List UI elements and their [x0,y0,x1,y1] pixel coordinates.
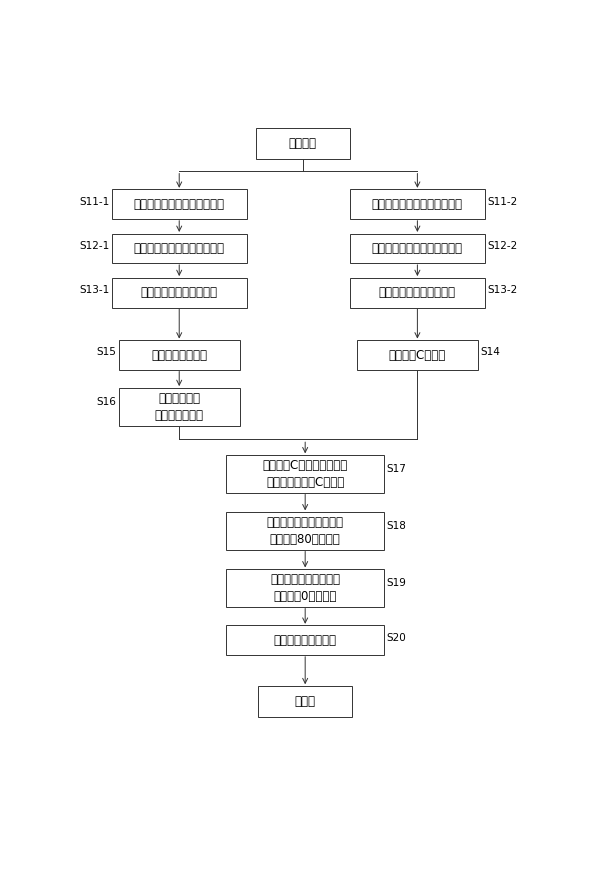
Text: デジタルの画像データに変換: デジタルの画像データに変換 [134,242,225,255]
FancyBboxPatch shape [256,128,350,159]
Text: スタート: スタート [289,137,317,150]
FancyBboxPatch shape [350,190,485,220]
Text: S19: S19 [387,578,407,588]
FancyBboxPatch shape [226,455,384,493]
Text: S12-2: S12-2 [488,241,518,250]
FancyBboxPatch shape [226,569,384,607]
Text: エンド: エンド [295,695,316,708]
Text: アナログの画像データの生成: アナログの画像データの生成 [134,198,225,211]
FancyBboxPatch shape [119,340,240,370]
FancyBboxPatch shape [112,278,246,308]
Text: コスト値Cに正規化倍率を
適用しコスト値Cを変更: コスト値Cに正規化倍率を 適用しコスト値Cを変更 [262,459,348,489]
FancyBboxPatch shape [357,340,478,370]
Text: コスト値Cの算出: コスト値Cの算出 [389,348,446,362]
FancyBboxPatch shape [258,686,352,717]
Text: 比較画像のデータの出力: 比較画像のデータの出力 [379,286,456,299]
FancyBboxPatch shape [226,625,384,655]
Text: S13-2: S13-2 [488,285,518,295]
FancyBboxPatch shape [119,388,240,426]
Text: S13-1: S13-1 [79,285,109,295]
FancyBboxPatch shape [350,278,485,308]
Text: 自己相関値の算出: 自己相関値の算出 [151,348,207,362]
Text: S17: S17 [387,464,407,474]
Text: S18: S18 [387,521,407,531]
FancyBboxPatch shape [112,190,246,220]
Text: デジタルの画像データに変換: デジタルの画像データに変換 [372,242,463,255]
Text: 合成コスト値の出力: 合成コスト値の出力 [274,634,337,647]
FancyBboxPatch shape [226,512,384,550]
Text: 閾値を超えるコスト値を
所定値（80）に変更: 閾値を超えるコスト値を 所定値（80）に変更 [267,516,344,546]
Text: S11-1: S11-1 [79,197,109,206]
Text: S16: S16 [96,397,116,407]
Text: S11-2: S11-2 [488,197,518,206]
Text: 閾値以下のコスト値を
所定値（0）に変更: 閾値以下のコスト値を 所定値（0）に変更 [270,573,340,603]
Text: アナログの画像データの生成: アナログの画像データの生成 [372,198,463,211]
FancyBboxPatch shape [350,234,485,264]
FancyBboxPatch shape [112,234,246,264]
Text: S15: S15 [96,348,116,357]
Text: S20: S20 [387,632,407,643]
Text: 基準画像のデータの出力: 基準画像のデータの出力 [141,286,217,299]
Text: S14: S14 [480,348,501,357]
Text: S12-1: S12-1 [79,241,109,250]
Text: 自己相関値の
正規化倍率算出: 自己相関値の 正規化倍率算出 [155,392,204,422]
